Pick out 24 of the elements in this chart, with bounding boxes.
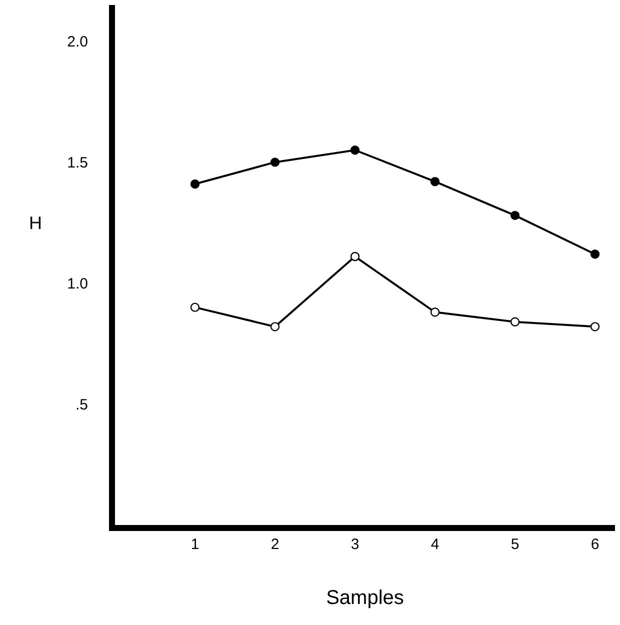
point xyxy=(430,176,440,186)
point xyxy=(590,322,600,332)
x-tick-label: 3 xyxy=(350,536,360,553)
point xyxy=(510,210,520,220)
y-tick-label: 1.5 xyxy=(67,154,88,172)
point xyxy=(510,317,520,326)
point xyxy=(270,158,280,167)
point xyxy=(270,322,280,332)
point xyxy=(190,179,200,189)
y-tick-label: 2.0 xyxy=(67,34,88,51)
point xyxy=(350,252,360,262)
point xyxy=(430,308,440,317)
x-tick-label: 4 xyxy=(430,536,440,553)
y-tick-label: 1.0 xyxy=(67,275,88,292)
x-tick-label: 6 xyxy=(590,536,600,553)
y-tick-label: .5 xyxy=(75,396,88,414)
x-tick-label: 5 xyxy=(510,536,520,553)
point xyxy=(590,250,600,259)
x-axis-title: Samples xyxy=(326,587,404,609)
point xyxy=(350,146,360,155)
x-tick-label: 1 xyxy=(190,536,200,553)
point xyxy=(190,302,200,312)
x-tick-label: 2 xyxy=(270,536,280,553)
y-axis-title: H xyxy=(29,213,42,233)
